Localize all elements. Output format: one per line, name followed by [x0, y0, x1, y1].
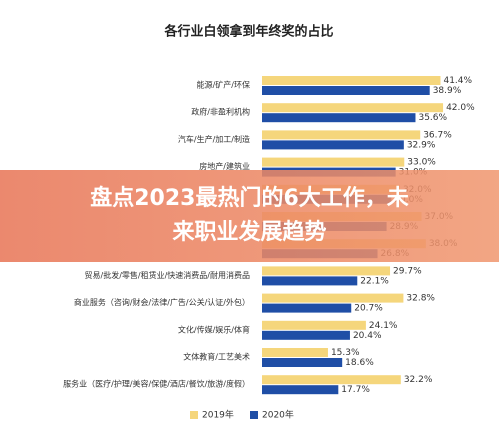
value-label: 32.9%	[407, 140, 436, 150]
bar	[262, 320, 366, 330]
bar	[262, 375, 401, 385]
chart-title: 各行业白领拿到年终奖的占比	[163, 24, 333, 40]
bar	[262, 140, 404, 150]
bar	[262, 130, 421, 140]
banner-line: 来职业发展趋势	[172, 220, 327, 245]
category-label: 文体教育/工艺美术	[183, 352, 250, 362]
bar	[262, 103, 444, 113]
bar	[262, 276, 358, 286]
value-label: 35.6%	[418, 113, 447, 123]
banner: 盘点2023最热门的6大工作，未 来职业发展趋势	[0, 170, 499, 262]
legend-label: 2019年	[202, 409, 234, 421]
value-label: 20.7%	[354, 304, 383, 314]
bar	[262, 113, 416, 123]
legend-label: 2020年	[262, 409, 294, 421]
bar	[262, 330, 350, 340]
category-label: 商业服务（咨询/财会/法律/广告/公关/认证/外包）	[74, 297, 250, 307]
bar	[262, 303, 352, 313]
category-label: 贸易/批发/零售/租赁业/快速消费品/耐用消费品	[85, 270, 250, 280]
category-label: 能源/矿产/环保	[197, 80, 250, 90]
bar	[262, 76, 441, 85]
legend-swatch	[250, 411, 258, 419]
category-label: 文化/传媒/娱乐/体育	[178, 324, 250, 334]
bar	[262, 86, 430, 95]
value-label: 41.4%	[443, 76, 472, 86]
category-label: 房地产/建筑业	[199, 161, 250, 171]
bar	[262, 266, 391, 276]
value-label: 36.7%	[423, 130, 452, 140]
bar	[262, 293, 404, 303]
category-label: 汽车/生产/加工/制造	[178, 134, 250, 144]
value-label: 20.4%	[353, 331, 382, 341]
banner-line: 盘点2023最热门的6大工作，未	[90, 186, 409, 211]
value-label: 33.0%	[407, 158, 436, 168]
value-label: 15.3%	[331, 348, 360, 358]
value-label: 17.7%	[341, 385, 370, 395]
value-label: 42.0%	[446, 103, 475, 113]
value-label: 32.8%	[406, 294, 435, 304]
value-label: 24.1%	[369, 321, 398, 331]
legend-swatch	[190, 411, 198, 419]
value-label: 38.9%	[433, 86, 462, 96]
value-label: 29.7%	[393, 266, 422, 276]
bar	[262, 358, 343, 367]
category-label: 服务业（医疗/护理/美容/保健/酒店/餐饮/旅游/度假）	[63, 379, 250, 389]
value-label: 22.1%	[360, 276, 389, 286]
bar	[262, 157, 405, 167]
bar	[262, 385, 339, 395]
bar	[262, 348, 328, 357]
value-label: 18.6%	[345, 358, 374, 368]
category-label: 政府/非盈利机构	[191, 107, 250, 117]
value-label: 32.2%	[404, 375, 433, 385]
